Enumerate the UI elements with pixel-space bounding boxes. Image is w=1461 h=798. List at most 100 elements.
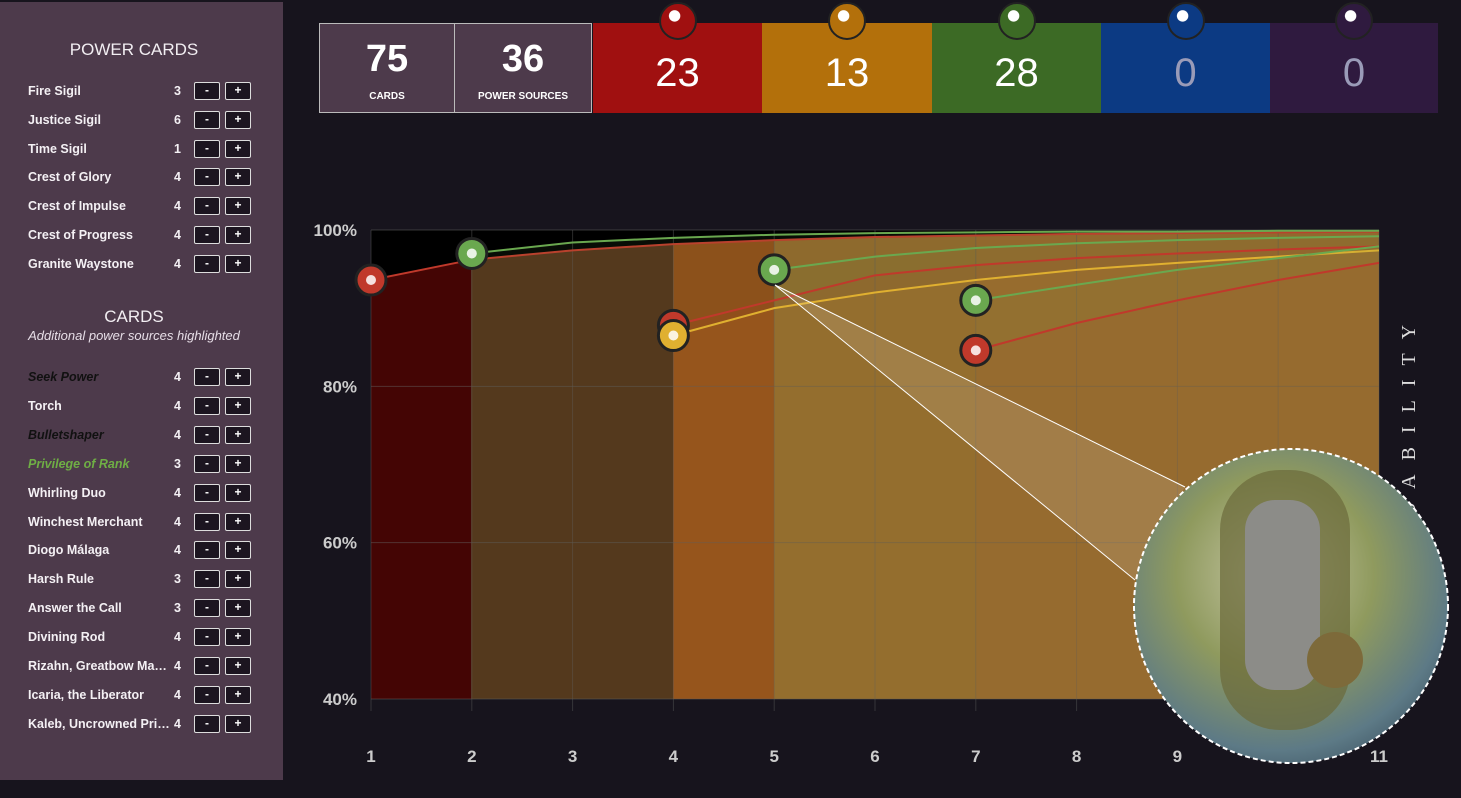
plus-button[interactable]: + (225, 82, 251, 100)
card-count: 4 (174, 543, 181, 558)
card-count: 1 (174, 141, 181, 156)
series-line (975, 261, 1380, 352)
faction-count: 23 (655, 51, 700, 95)
card-row: Torch 4- + (28, 396, 258, 417)
x-tick-label: 11 (1370, 747, 1388, 766)
plus-button[interactable]: + (225, 657, 251, 675)
plus-button[interactable]: + (225, 254, 251, 273)
plus-button[interactable]: + (225, 483, 251, 502)
minus-button[interactable]: - (194, 82, 220, 100)
plus-button[interactable]: + (225, 570, 251, 589)
card-count: 4 (174, 716, 181, 731)
minus-button[interactable]: - (194, 483, 220, 502)
minus-button[interactable]: - (194, 570, 220, 589)
minus-button[interactable]: - (194, 197, 220, 216)
card-count: 4 (174, 514, 181, 529)
card-row: Crest of Glory 4- + (28, 168, 258, 188)
minus-button[interactable]: - (194, 685, 220, 704)
card-row: Crest of Impulse 4- + (28, 197, 258, 217)
card-row: Icaria, the Liberator 4- + (28, 685, 258, 706)
cards-count: 75 (365, 38, 409, 80)
plus-button[interactable]: + (225, 541, 251, 560)
faction-count: 0 (1342, 51, 1366, 95)
series-line (975, 245, 1380, 302)
series-icon (959, 283, 993, 317)
x-tick-label: 9 (1173, 747, 1182, 766)
plus-button[interactable]: + (225, 425, 251, 444)
card-name: Bulletshaper (28, 427, 104, 442)
plus-button[interactable]: + (225, 368, 251, 386)
card-row: Seek Power 4- + (28, 368, 258, 388)
minus-button[interactable]: - (194, 657, 220, 675)
card-row: Harsh Rule 3- + (28, 570, 258, 590)
minus-button[interactable]: - (194, 254, 220, 273)
card-row: Granite Waystone 4- + (28, 254, 258, 275)
band (976, 231, 1379, 699)
series-icon (354, 263, 388, 297)
card-name: Crest of Impulse (28, 199, 126, 214)
card-count: 4 (174, 398, 181, 413)
plus-button[interactable]: + (225, 396, 251, 415)
minus-button[interactable]: - (194, 226, 220, 244)
plus-button[interactable]: + (225, 110, 251, 129)
bands (371, 231, 1379, 699)
minus-button[interactable]: - (194, 368, 220, 386)
card-art (1133, 448, 1449, 764)
series-icon (757, 253, 791, 287)
y-tick-label: 100% (314, 221, 357, 240)
card-count: 6 (174, 112, 181, 127)
plus-button[interactable]: + (225, 454, 251, 473)
y-tick-label: 40% (323, 690, 357, 709)
minus-button[interactable]: - (194, 425, 220, 444)
series-line (370, 230, 1380, 282)
plus-button[interactable]: + (225, 168, 251, 187)
plus-button[interactable]: + (225, 599, 251, 618)
art-figure (1307, 632, 1363, 688)
minus-button[interactable]: - (194, 168, 220, 187)
series-icon (656, 308, 690, 342)
minus-button[interactable]: - (194, 628, 220, 647)
minus-button[interactable]: - (194, 396, 220, 415)
icon-glyph (466, 248, 477, 259)
art-arch (1220, 470, 1350, 730)
band (371, 231, 471, 699)
minus-button[interactable]: - (194, 110, 220, 129)
icon-glyph (970, 295, 981, 306)
plus-button[interactable]: + (225, 714, 251, 733)
minus-button[interactable]: - (194, 512, 220, 531)
minus-button[interactable]: - (194, 454, 220, 473)
series-line (774, 235, 1380, 271)
plus-button[interactable]: + (225, 226, 251, 244)
power-label: POWER SOURCES (477, 91, 568, 102)
plus-button[interactable]: + (225, 139, 251, 158)
faction-box: 13 (762, 23, 932, 113)
card-count: 4 (174, 256, 181, 271)
card-row: Bulletshaper 4- + (28, 425, 258, 446)
card-row: Winchest Merchant 4- + (28, 512, 258, 533)
minus-button[interactable]: - (194, 714, 220, 733)
plus-button[interactable]: + (225, 628, 251, 647)
icon-glyph (366, 275, 376, 286)
card-row: Divining Rod 4- + (28, 628, 258, 648)
section-title: CARDS (104, 307, 164, 326)
stats-bar: 75 CARDS 36 POWER SOURCES 23 13 28 0 0 (319, 2, 1438, 113)
plus-button[interactable]: + (225, 197, 251, 216)
card-name: Kaleb, Uncrowned Prince (28, 716, 170, 731)
plot-background (371, 230, 1379, 699)
callout (774, 284, 1136, 581)
minus-button[interactable]: - (194, 599, 220, 618)
card-name: Answer the Call (28, 601, 122, 616)
x-tick-label: 10 (1269, 747, 1288, 766)
minus-button[interactable]: - (194, 139, 220, 158)
y-tick-label: 80% (323, 377, 357, 396)
card-name: Harsh Rule (28, 572, 94, 587)
callout (774, 284, 1186, 488)
card-name: Fire Sigil (28, 84, 81, 98)
faction-box: 0 (1270, 23, 1438, 113)
faction-icon (997, 2, 1036, 40)
card-count: 4 (174, 687, 181, 702)
card-name: Whirling Duo (28, 485, 106, 500)
plus-button[interactable]: + (225, 512, 251, 531)
minus-button[interactable]: - (194, 541, 220, 560)
plus-button[interactable]: + (225, 685, 251, 704)
